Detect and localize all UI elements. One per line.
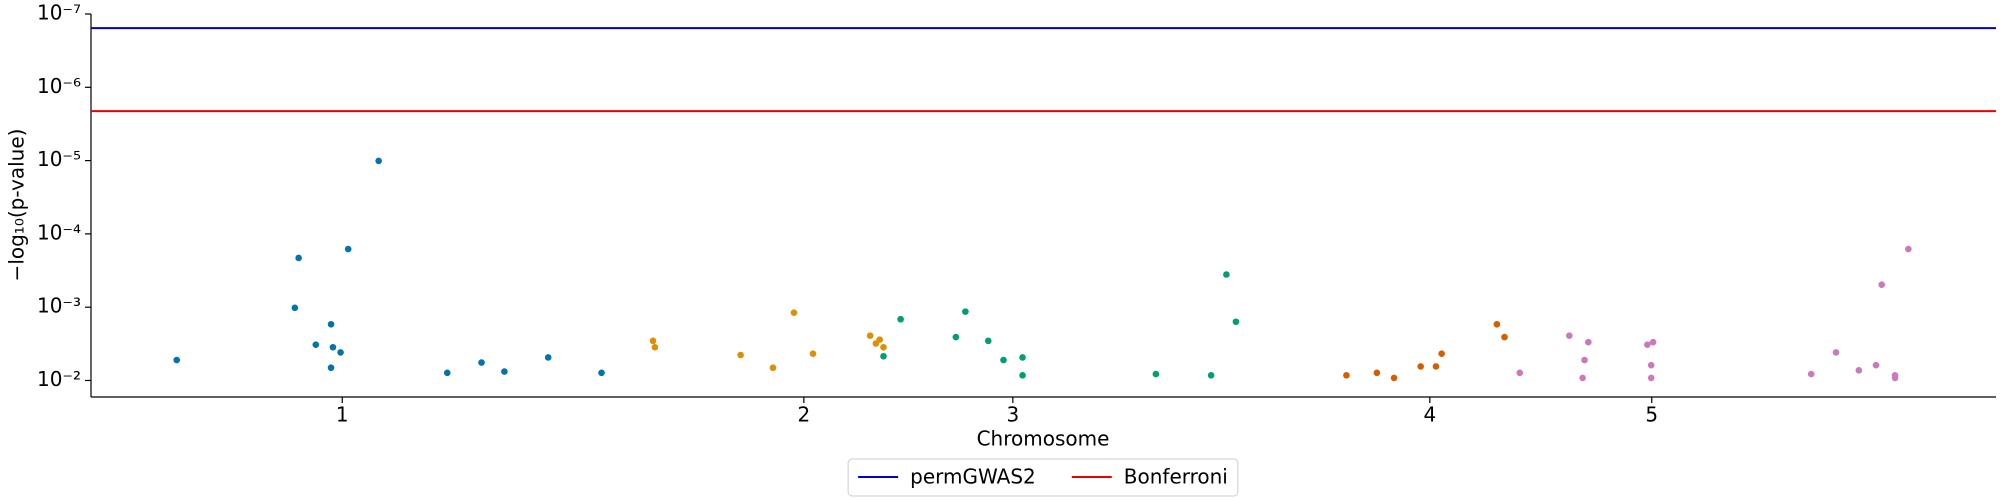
point: [962, 308, 969, 315]
point: [1343, 372, 1350, 379]
point: [1432, 363, 1440, 370]
point: [651, 343, 659, 351]
point: [1647, 374, 1655, 382]
point: [769, 364, 777, 372]
point: [1878, 281, 1885, 288]
legend-label: permGWAS2: [910, 465, 1036, 489]
y-tick-label: 10⁻⁷: [37, 1, 81, 25]
point: [1438, 350, 1445, 357]
x-tick-label: 4: [1423, 403, 1436, 427]
point: [1417, 363, 1424, 370]
point: [809, 350, 817, 357]
point: [1832, 349, 1840, 356]
point: [984, 337, 992, 345]
point: [291, 304, 299, 312]
point: [1207, 372, 1215, 379]
point: [1223, 271, 1230, 278]
y-axis-label: −log₁₀(p-value): [5, 129, 29, 282]
point: [337, 349, 344, 356]
point: [1807, 370, 1815, 378]
x-axis-label: Chromosome: [977, 427, 1110, 451]
point: [327, 320, 335, 328]
point: [1644, 341, 1651, 349]
point: [897, 315, 904, 323]
point: [1647, 361, 1655, 369]
y-tick-label: 10⁻⁴: [37, 220, 81, 244]
point: [1855, 367, 1863, 374]
point: [478, 359, 485, 366]
point: [1000, 356, 1007, 364]
legend-box: [847, 458, 1239, 497]
point: [737, 351, 744, 359]
point: [1019, 372, 1026, 379]
point: [1232, 318, 1240, 326]
point: [1493, 320, 1501, 328]
point: [1649, 338, 1657, 346]
point: [1581, 356, 1588, 364]
point: [344, 245, 352, 253]
point: [443, 369, 451, 377]
point: [544, 354, 552, 361]
x-tick-label: 5: [1645, 403, 1658, 427]
point: [1516, 369, 1524, 377]
point: [173, 356, 181, 364]
x-tick-label: 3: [1006, 403, 1019, 427]
point: [1501, 333, 1508, 341]
point: [880, 352, 887, 360]
point: [1373, 369, 1381, 377]
legend: permGWAS2 Bonferroni: [847, 458, 1239, 497]
point: [1905, 245, 1912, 253]
x-tick-label: 1: [336, 403, 349, 427]
point: [327, 364, 335, 372]
point: [790, 309, 798, 317]
legend-label: Bonferroni: [1124, 465, 1228, 489]
point: [952, 333, 960, 341]
point: [295, 254, 302, 262]
point: [1390, 374, 1398, 382]
point: [866, 332, 874, 340]
y-tick-label: 10⁻²: [37, 367, 81, 391]
point: [872, 340, 880, 347]
y-tick-label: 10⁻⁵: [37, 147, 81, 171]
point: [501, 368, 508, 375]
y-tick-label: 10⁻⁶: [37, 74, 81, 98]
point: [1891, 374, 1899, 382]
point: [1872, 361, 1880, 369]
point: [312, 341, 320, 349]
point: [1579, 374, 1586, 382]
point: [1585, 338, 1592, 346]
point: [329, 343, 337, 351]
point: [598, 369, 605, 377]
point: [880, 343, 887, 351]
point: [649, 337, 657, 345]
point: [1565, 332, 1573, 340]
y-tick-label: 10⁻³: [37, 294, 81, 318]
point: [1152, 370, 1160, 378]
point: [1019, 354, 1026, 361]
point: [375, 157, 382, 165]
x-tick-label: 2: [797, 403, 810, 427]
